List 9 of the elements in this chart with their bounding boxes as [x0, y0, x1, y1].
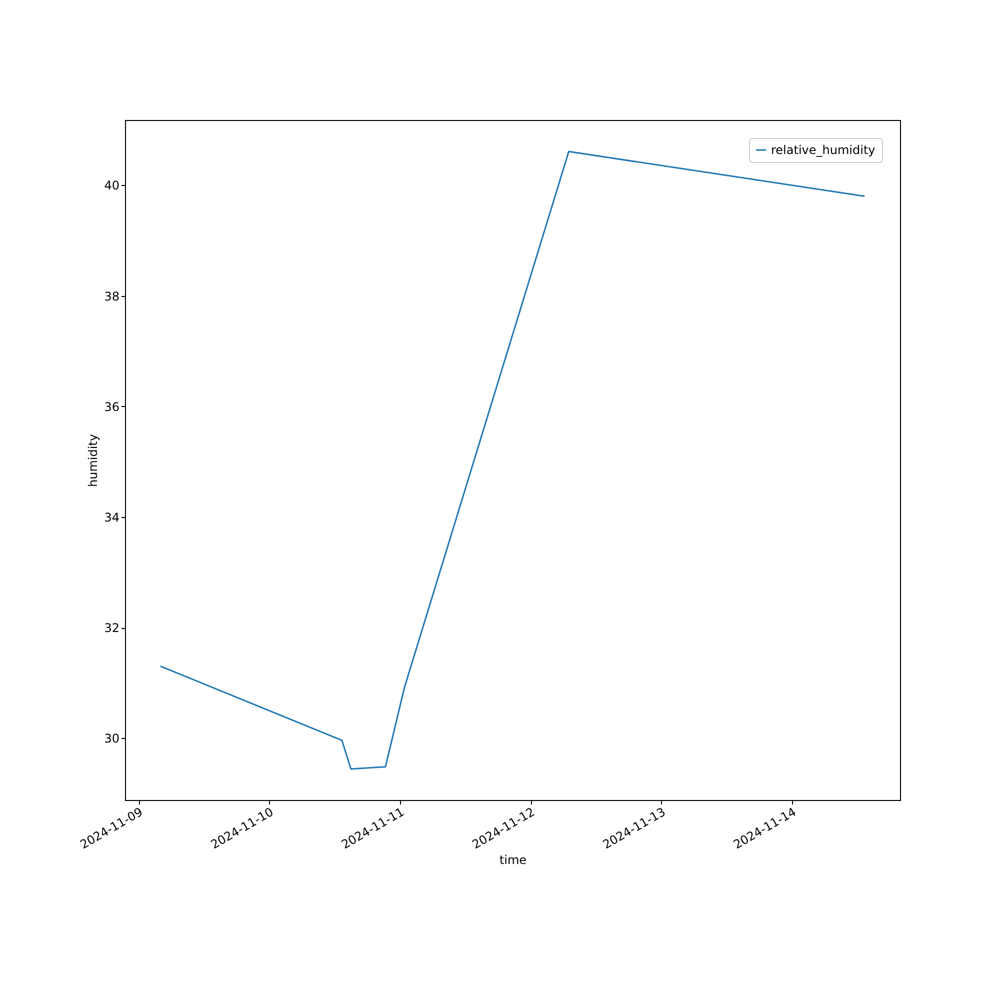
y-tick-label: 30	[104, 732, 120, 746]
y-tick-label: 40	[104, 178, 120, 193]
y-tick-label: 34	[104, 510, 120, 524]
y-tick-label: 38	[104, 289, 120, 304]
x-axis-title: time	[499, 852, 527, 867]
legend-label: relative_humidity	[771, 143, 876, 157]
y-tick-label: 32	[104, 621, 120, 636]
y-tick-label: 36	[104, 400, 120, 414]
y-axis-title: humidity	[86, 434, 100, 487]
